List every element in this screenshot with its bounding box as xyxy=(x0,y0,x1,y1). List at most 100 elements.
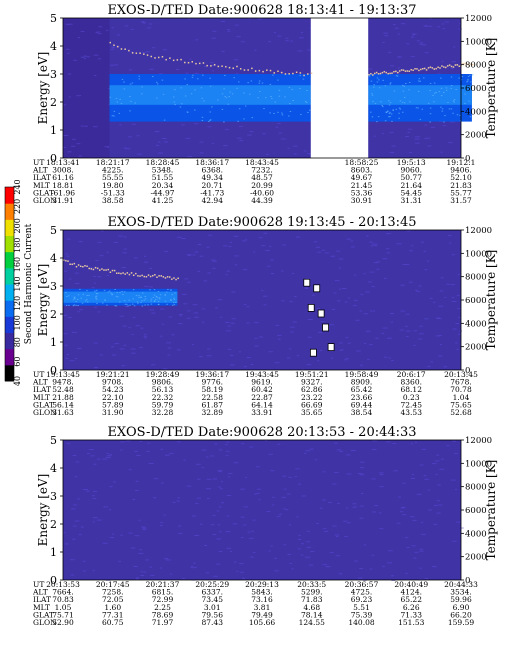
orbit-row-value: 60.42 xyxy=(251,385,273,394)
noise-speckle xyxy=(359,461,365,463)
temperature-trace-dot xyxy=(206,64,208,67)
noise-speckle xyxy=(103,506,109,508)
noise-speckle xyxy=(66,353,70,355)
noise-speckle xyxy=(344,359,348,361)
band-texture xyxy=(123,291,126,293)
band-texture xyxy=(469,81,472,83)
band-texture xyxy=(95,296,97,298)
noise-speckle xyxy=(207,272,212,274)
noise-speckle xyxy=(214,443,218,445)
noise-speckle xyxy=(407,131,411,133)
temperature-trace-dot xyxy=(116,45,119,48)
noise-speckle xyxy=(345,337,349,339)
band-texture xyxy=(378,79,380,81)
temperature-trace-dot xyxy=(165,58,167,61)
bright-spot-edge xyxy=(313,284,321,293)
noise-speckle xyxy=(258,237,263,239)
band-texture xyxy=(175,301,177,303)
band-texture xyxy=(203,100,205,102)
band-texture xyxy=(459,120,462,122)
band-texture xyxy=(126,303,128,305)
band-texture xyxy=(415,107,418,109)
band-texture xyxy=(389,82,392,84)
temperature-trace-dot xyxy=(448,64,451,66)
noise-speckle xyxy=(143,255,147,257)
band-texture xyxy=(243,92,245,94)
band-texture xyxy=(440,87,443,89)
noise-speckle xyxy=(133,257,138,259)
band-texture xyxy=(65,292,67,294)
noise-speckle xyxy=(350,246,355,248)
orbit-row-value: 73.45 xyxy=(202,595,224,604)
colorbar-label: Second Harmonic Current xyxy=(24,223,34,344)
noise-speckle xyxy=(239,140,244,142)
noise-speckle xyxy=(254,322,259,324)
noise-speckle xyxy=(352,304,357,306)
noise-speckle xyxy=(448,234,452,236)
noise-speckle xyxy=(111,46,115,48)
noise-speckle xyxy=(199,141,204,143)
orbit-row-value: 7678. xyxy=(450,378,471,387)
orbit-row-value: 54.23 xyxy=(102,385,124,394)
band-texture xyxy=(170,299,172,301)
noise-speckle xyxy=(111,354,117,356)
noise-speckle xyxy=(154,131,160,133)
noise-speckle xyxy=(290,326,295,328)
noise-speckle xyxy=(217,524,221,526)
noise-speckle xyxy=(128,469,132,471)
colorbar-segment xyxy=(5,364,14,382)
orbit-row-value: 20:13:45 xyxy=(444,370,478,379)
noise-speckle xyxy=(80,31,85,33)
band-texture xyxy=(250,80,253,82)
noise-speckle xyxy=(137,153,142,155)
noise-speckle xyxy=(177,236,182,238)
temperature-trace-dot xyxy=(143,53,145,55)
band-texture xyxy=(132,298,134,300)
noise-speckle xyxy=(268,245,272,247)
band-texture xyxy=(191,76,194,78)
noise-speckle xyxy=(268,351,274,353)
noise-speckle xyxy=(64,543,69,545)
band-texture xyxy=(288,102,291,104)
noise-speckle xyxy=(157,141,161,143)
noise-speckle xyxy=(63,270,68,272)
noise-speckle xyxy=(176,500,180,502)
noise-speckle xyxy=(92,490,98,492)
orbit-row-value: -40.60 xyxy=(250,188,274,197)
noise-speckle xyxy=(206,498,210,500)
temperature-trace-dot xyxy=(277,70,279,73)
band-texture xyxy=(159,294,162,296)
band-texture xyxy=(371,94,374,96)
orbit-row-value: 30.91 xyxy=(351,196,372,205)
noise-speckle xyxy=(297,50,303,52)
temperature-trace-dot xyxy=(109,271,112,273)
band-texture xyxy=(385,111,388,113)
band-texture xyxy=(236,87,238,89)
noise-speckle xyxy=(92,517,98,519)
noise-speckle xyxy=(254,493,257,495)
temperature-trace-dot xyxy=(383,70,386,73)
noise-speckle xyxy=(73,504,77,506)
noise-speckle xyxy=(322,564,328,566)
noise-speckle xyxy=(160,308,165,310)
temperature-trace-dot xyxy=(254,70,257,72)
temperature-trace-dot xyxy=(225,65,227,68)
noise-speckle xyxy=(210,62,214,64)
bright-spot-edge xyxy=(303,278,311,287)
temperature-trace-dot xyxy=(135,272,137,275)
noise-speckle xyxy=(427,365,431,367)
noise-speckle xyxy=(202,308,206,310)
noise-speckle xyxy=(397,56,402,58)
noise-speckle xyxy=(322,471,326,473)
temperature-trace-dot xyxy=(145,276,148,278)
orbit-row-value: 32.89 xyxy=(202,408,224,417)
noise-speckle xyxy=(178,532,183,534)
noise-speckle xyxy=(136,577,139,579)
noise-speckle xyxy=(396,243,402,245)
emission-band-peak xyxy=(109,85,311,105)
temperature-trace-dot xyxy=(77,264,80,266)
temperature-trace-dot xyxy=(418,69,420,72)
noise-speckle xyxy=(284,488,287,490)
band-texture xyxy=(417,107,419,109)
noise-speckle xyxy=(444,21,449,23)
